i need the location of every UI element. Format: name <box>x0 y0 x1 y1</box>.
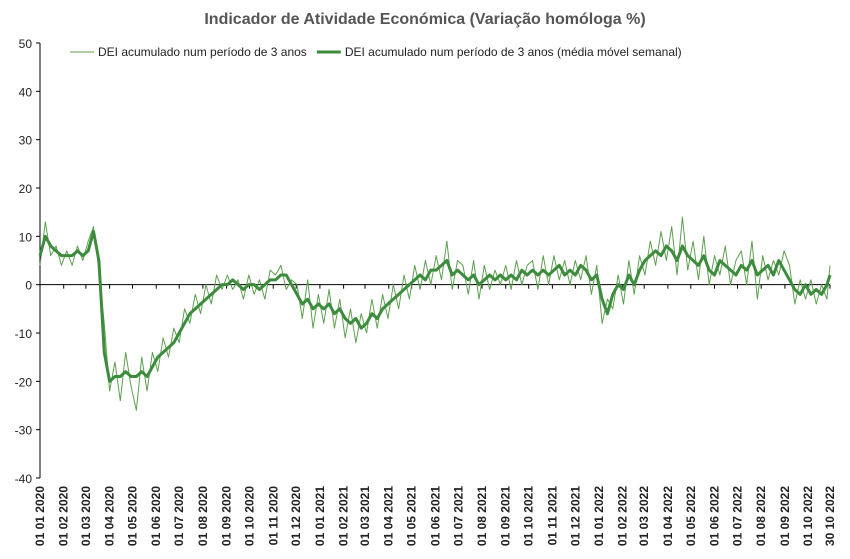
x-tick-label: 01 04 2021 <box>382 486 396 546</box>
y-tick-label: -20 <box>15 375 33 389</box>
x-tick-label: 01 05 2022 <box>684 486 698 546</box>
x-tick-label: 01 07 2021 <box>451 486 465 546</box>
x-tick-label: 01 05 2020 <box>126 486 140 546</box>
legend-label: DEI acumulado num período de 3 anos <box>98 45 307 59</box>
y-tick-label: 0 <box>25 279 32 293</box>
x-tick-label: 01 03 2021 <box>358 486 372 546</box>
x-tick-label: 01 11 2020 <box>266 486 280 546</box>
x-tick-label: 01 06 2021 <box>428 486 442 546</box>
x-tick-label: 01 12 2020 <box>289 486 303 546</box>
x-tick-label: 01 03 2020 <box>79 486 93 546</box>
legend-label: DEI acumulado num período de 3 anos (méd… <box>345 45 682 59</box>
x-tick-label: 01 04 2020 <box>103 486 117 546</box>
y-tick-label: 30 <box>19 134 33 148</box>
y-tick-label: -10 <box>15 327 33 341</box>
x-tick-label: 01 09 2021 <box>499 486 513 546</box>
series-line <box>39 216 831 411</box>
x-tick-label: 01 09 2022 <box>778 486 792 546</box>
y-tick-label: -30 <box>15 424 33 438</box>
x-tick-label: 01 06 2022 <box>708 486 722 546</box>
x-tick-label: 01 10 2021 <box>522 486 536 546</box>
y-tick-label: 50 <box>19 37 33 51</box>
x-tick-label: 01 02 2022 <box>616 486 630 546</box>
y-tick-label: 40 <box>19 85 33 99</box>
y-tick-label: 10 <box>19 230 33 244</box>
series-line <box>38 230 832 383</box>
x-tick-label: 01 08 2020 <box>196 486 210 546</box>
x-tick-label: 01 02 2020 <box>57 486 71 546</box>
chart-title: Indicador de Atividade Económica (Variaç… <box>204 11 645 28</box>
x-tick-label: 01 10 2022 <box>801 486 815 546</box>
x-tick-label: 01 07 2022 <box>730 486 744 546</box>
x-tick-label: 01 01 2022 <box>592 486 606 546</box>
x-tick-label: 01 01 2021 <box>313 486 327 546</box>
x-tick-label: 01 06 2020 <box>149 486 163 546</box>
x-tick-label: 01 07 2020 <box>172 486 186 546</box>
y-tick-label: 20 <box>19 182 33 196</box>
x-tick-label: 01 01 2020 <box>33 486 47 546</box>
x-tick-label: 01 08 2021 <box>475 486 489 546</box>
x-tick-label: 30 10 2022 <box>823 486 837 546</box>
y-tick-label: -40 <box>15 472 33 486</box>
x-tick-label: 01 11 2021 <box>545 486 559 546</box>
x-tick-label: 01 08 2022 <box>754 486 768 546</box>
x-tick-label: 01 04 2022 <box>661 486 675 546</box>
x-tick-label: 01 12 2021 <box>568 486 582 546</box>
x-tick-label: 01 03 2022 <box>637 486 651 546</box>
x-tick-label: 01 09 2020 <box>220 486 234 546</box>
x-tick-label: 01 05 2021 <box>405 486 419 546</box>
x-tick-label: 01 10 2020 <box>243 486 257 546</box>
x-tick-label: 01 02 2021 <box>337 486 351 546</box>
